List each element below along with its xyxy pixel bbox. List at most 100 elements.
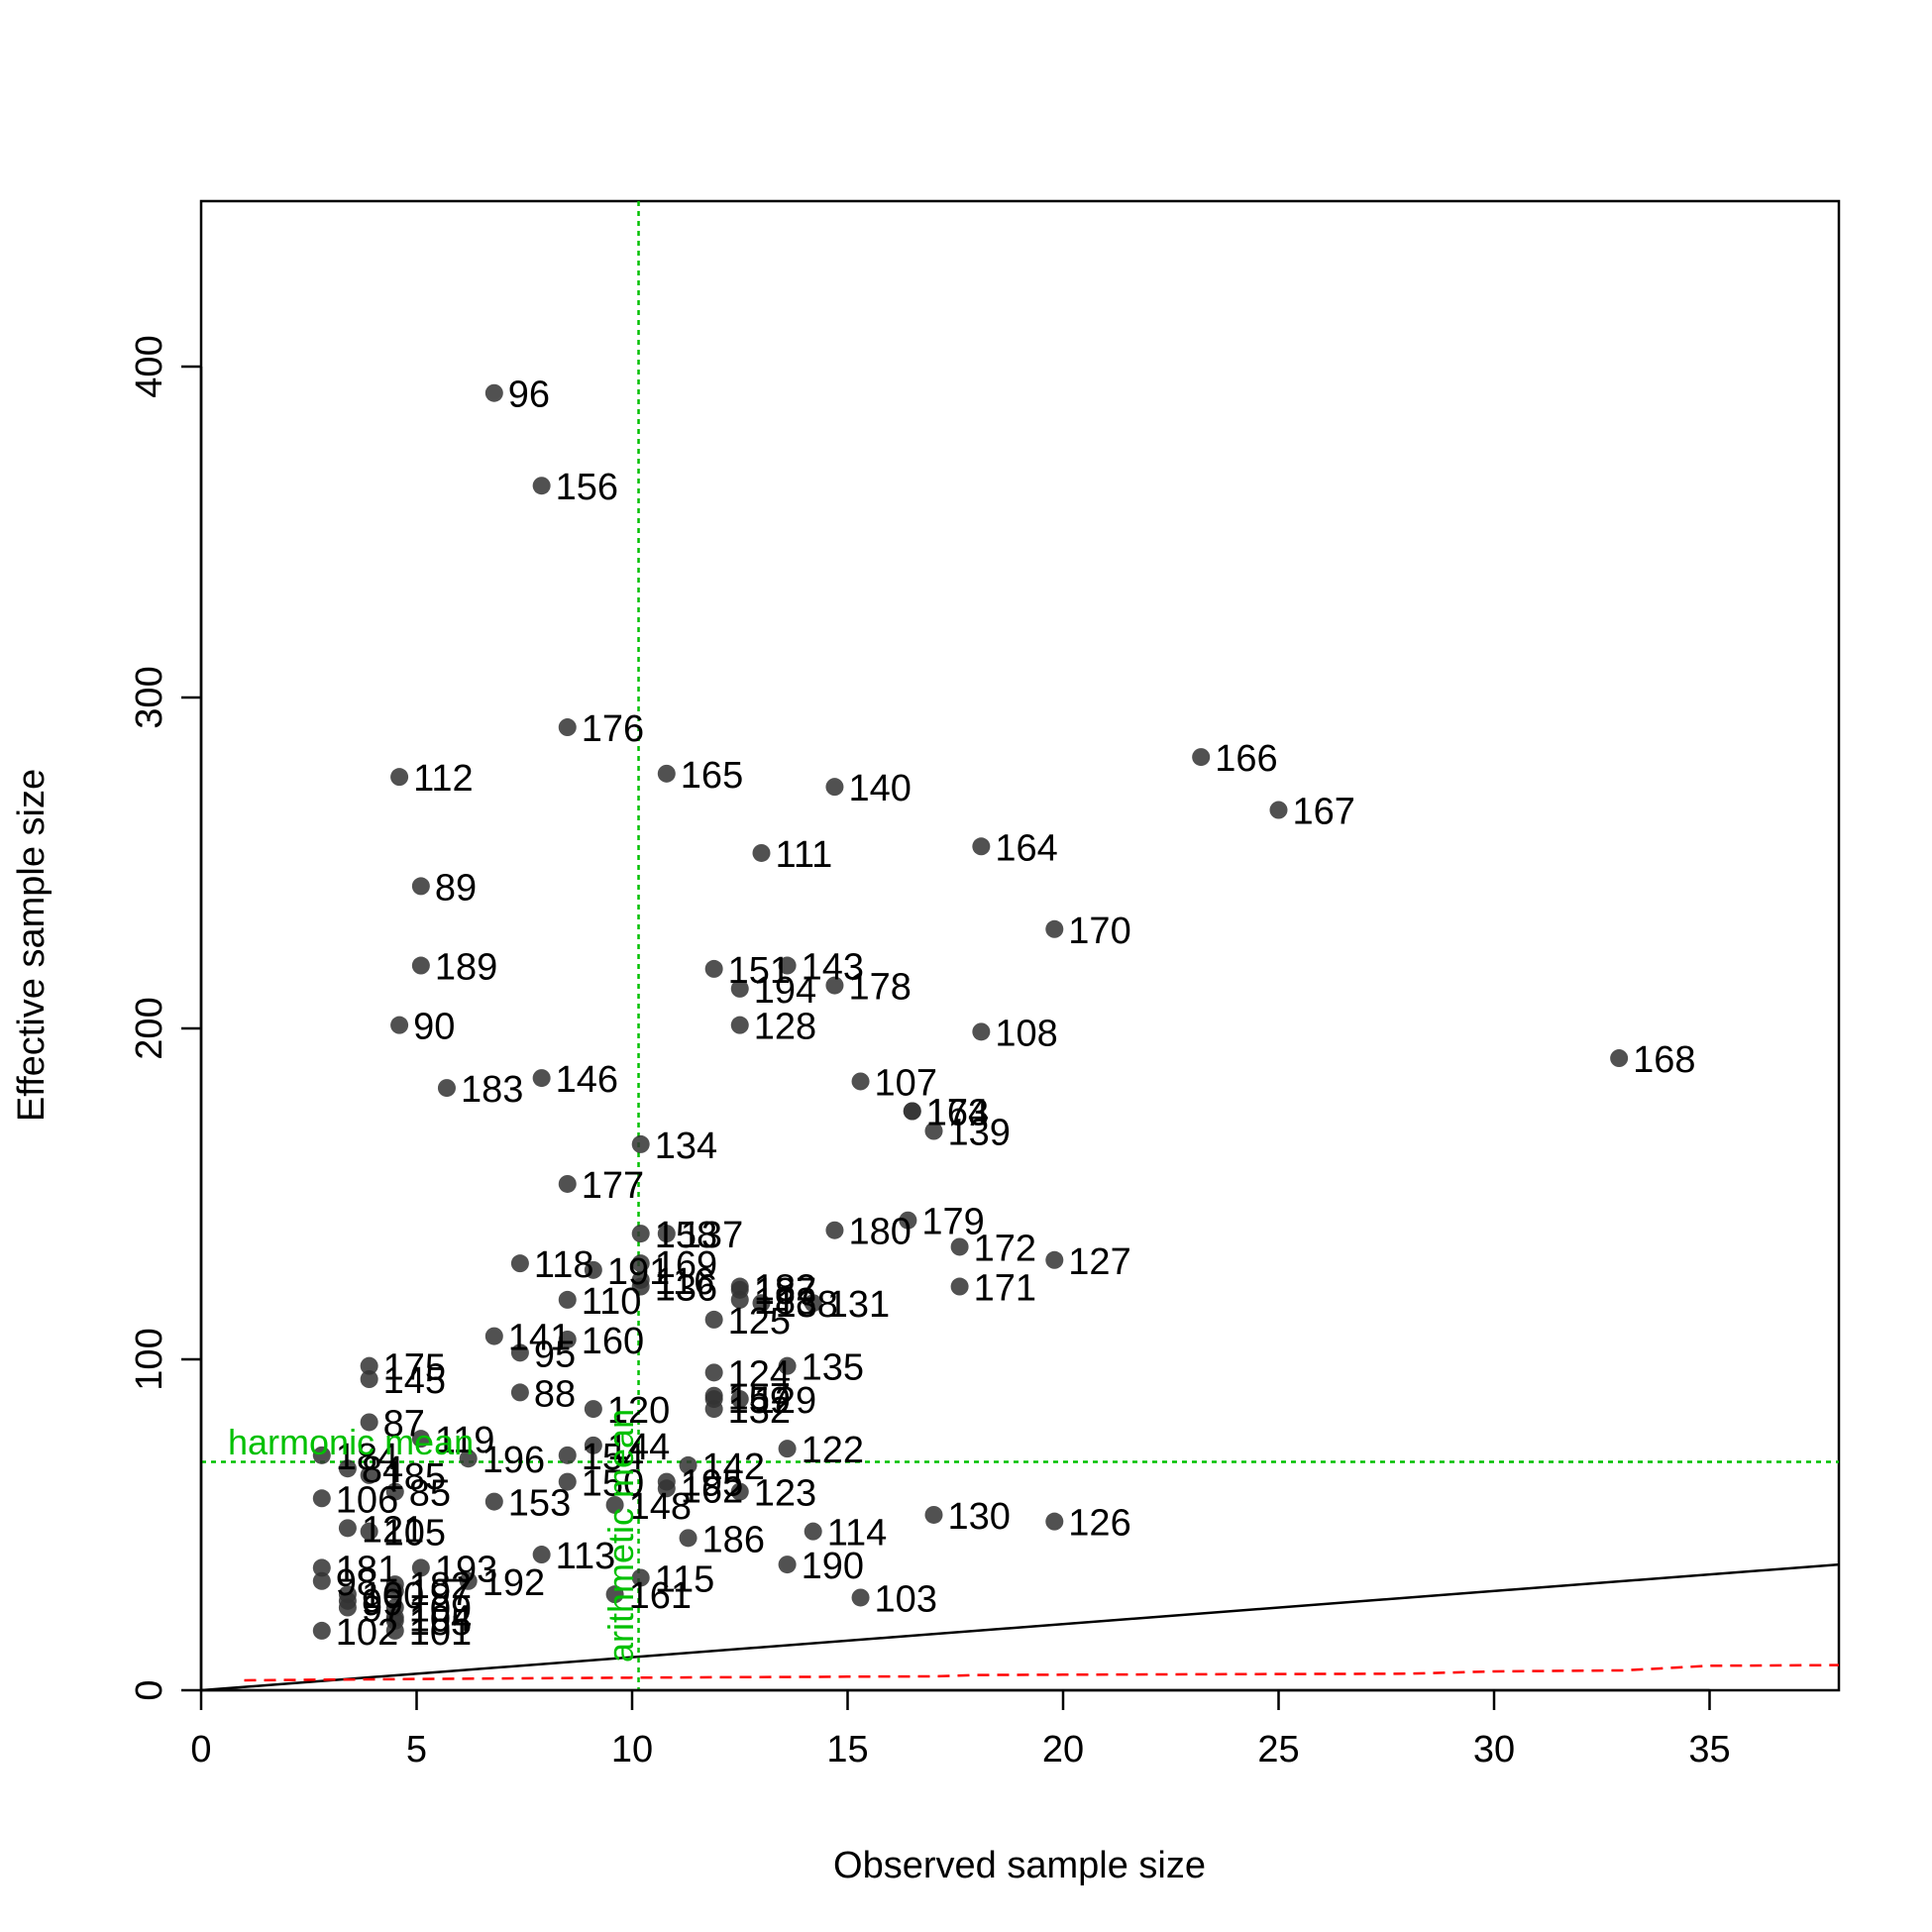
y-axis: 0 100 200 300 400: [129, 335, 203, 1701]
x-axis: 0 5 10 15 20 25 30 35: [190, 1688, 1731, 1771]
arithmetic-mean-label: arithmetic mean: [600, 1409, 641, 1663]
data-point: [360, 1370, 378, 1389]
data-point: [704, 1310, 723, 1329]
point-label: 176: [582, 708, 644, 750]
point-label: 159: [728, 1380, 791, 1422]
data-point: [484, 383, 503, 402]
point-label: 187: [754, 1271, 816, 1313]
data-point: [778, 1440, 797, 1458]
data-point: [605, 1585, 624, 1604]
point-label: 105: [383, 1513, 446, 1555]
data-point: [360, 1356, 378, 1375]
data-point: [437, 1079, 456, 1098]
data-point: [1610, 1049, 1629, 1068]
y-tick-label: 300: [129, 666, 170, 728]
point-label: 174: [926, 1093, 989, 1134]
point-label: 148: [629, 1486, 692, 1528]
point-label: 118: [534, 1244, 594, 1286]
data-point: [360, 1413, 378, 1432]
point-label: 166: [1215, 738, 1277, 780]
plot-area: [199, 199, 1841, 1692]
y-tick-label: 0: [129, 1679, 170, 1700]
point-label: 141: [508, 1318, 571, 1359]
data-point: [752, 843, 771, 862]
point-label: 129: [754, 1380, 816, 1422]
data-point: [657, 1225, 676, 1243]
data-point: [778, 1556, 797, 1574]
point-label: 154: [582, 1437, 644, 1478]
data-point: [558, 1330, 577, 1348]
point-labels: 96 156 176 112 165 140 166 167 111 164 89 170 189 151…: [336, 375, 1696, 1654]
data-point: [631, 1277, 650, 1296]
data-point: [312, 1446, 331, 1464]
data-point: [558, 1174, 577, 1193]
point-label: 178: [848, 967, 911, 1009]
data-point: [558, 1472, 577, 1491]
point-label: 89: [435, 867, 477, 909]
y-axis-title: Effective sample size: [11, 769, 53, 1122]
data-point: [338, 1459, 357, 1478]
data-point: [730, 1016, 749, 1034]
data-point: [338, 1519, 357, 1538]
data-point: [903, 1102, 921, 1121]
point-label: 163: [926, 1093, 989, 1134]
point-label: 181: [336, 1549, 398, 1590]
point-label: 162: [681, 1469, 743, 1511]
point-label: 123: [754, 1473, 816, 1515]
data-point: [484, 1492, 503, 1511]
point-label: 115: [655, 1558, 715, 1600]
data-point: [730, 979, 749, 998]
point-label: 110: [582, 1281, 642, 1323]
point-label: 107: [875, 1062, 937, 1104]
data-point: [950, 1277, 969, 1296]
point-label: 90: [413, 1007, 455, 1048]
point-label: 182: [409, 1565, 472, 1607]
point-label: 85: [409, 1473, 451, 1515]
point-label: 161: [629, 1575, 692, 1617]
x-tick-label: 5: [406, 1729, 427, 1771]
data-point: [312, 1571, 331, 1590]
data-point: [752, 1294, 771, 1313]
data-point: [584, 1260, 602, 1279]
point-label: 184: [336, 1437, 398, 1478]
point-label: 186: [702, 1519, 765, 1560]
data-point: [459, 1571, 478, 1590]
data-point: [312, 1489, 331, 1508]
data-point: [631, 1254, 650, 1273]
point-label: 167: [1293, 792, 1355, 833]
point-label: 158: [655, 1215, 717, 1256]
point-label: 197: [409, 1572, 472, 1614]
point-label: 111: [776, 834, 833, 876]
x-tick-label: 10: [611, 1729, 653, 1771]
point-label: 119: [435, 1420, 495, 1461]
identity-line: [200, 1562, 1840, 1692]
point-label: 170: [1068, 911, 1130, 952]
data-point: [312, 1621, 331, 1640]
point-label: 100: [362, 1575, 424, 1617]
data-point: [1269, 801, 1288, 819]
data-point: [459, 1449, 478, 1468]
data-point: [385, 1581, 404, 1600]
point-label: 139: [948, 1113, 1011, 1154]
data-point: [825, 976, 844, 995]
point-label: 137: [681, 1215, 743, 1256]
point-label: 144: [607, 1427, 670, 1468]
data-point: [360, 1522, 378, 1541]
point-label: 180: [848, 1212, 911, 1253]
data-point: [558, 1446, 577, 1464]
point-label: 116: [655, 1261, 715, 1303]
point-label: 196: [483, 1440, 545, 1481]
point-label: 183: [461, 1069, 523, 1111]
point-label: 155: [409, 1602, 472, 1644]
harmonic-mean-label: harmonic mean: [228, 1422, 474, 1462]
data-point: [532, 1546, 551, 1564]
data-point: [558, 1290, 577, 1309]
data-point: [312, 1558, 331, 1577]
x-tick-label: 20: [1042, 1729, 1084, 1771]
point-label: 140: [848, 768, 911, 809]
point-label: 168: [1633, 1039, 1695, 1081]
data-point: [972, 837, 991, 856]
data-point: [730, 1482, 749, 1501]
reference-lines: [200, 201, 1840, 1692]
point-label: 182: [754, 1268, 816, 1310]
